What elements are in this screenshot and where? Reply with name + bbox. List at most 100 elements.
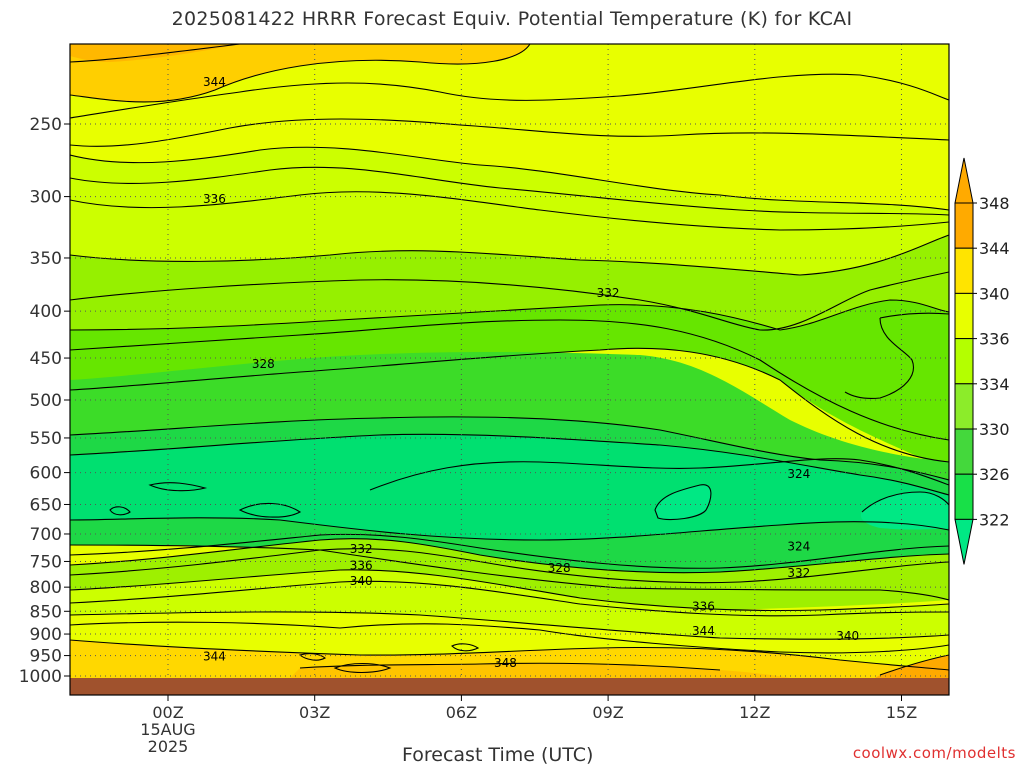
- y-tick-label: 900: [30, 625, 62, 645]
- y-tick-label: 550: [30, 429, 62, 449]
- contour-line: [861, 491, 949, 513]
- y-tick-label: 300: [30, 188, 62, 208]
- x-tick-label: 00Z: [152, 703, 183, 722]
- y-tick-label: 700: [30, 525, 62, 545]
- y-tick-label: 500: [30, 391, 62, 411]
- colorbar-segment: [954, 247, 974, 294]
- contour-label: 324: [787, 467, 810, 481]
- colorbar-segment: [954, 202, 974, 249]
- colorbar-bottom-arrow: [954, 518, 974, 565]
- x-axis-title: Forecast Time (UTC): [402, 744, 594, 766]
- colorbar-label: 348: [979, 194, 1010, 213]
- contour-line: [451, 643, 480, 652]
- axes: 250 300 350 400 450 500 550 600 650 700 750 800 850 9…: [19, 115, 917, 756]
- y-tick-label: 250: [30, 115, 62, 135]
- y-tick-label: 400: [30, 302, 62, 322]
- theta-e-bands: [70, 44, 949, 695]
- contour-line: [70, 433, 949, 496]
- colorbar-label: 330: [979, 420, 1010, 439]
- contour-line: [70, 191, 949, 231]
- contour-line: [70, 44, 241, 63]
- y-tick-label: 350: [30, 249, 62, 269]
- contour-label: 324: [787, 539, 810, 553]
- contour-line: [369, 458, 949, 491]
- contour-label: 332: [350, 542, 373, 556]
- y-tick-label: 950: [30, 647, 62, 667]
- contour-line: [148, 482, 208, 492]
- contour-line: [70, 621, 949, 654]
- colorbar-segment: [954, 383, 974, 430]
- colorbar-segment: [954, 473, 974, 520]
- colorbar-label: 322: [979, 510, 1010, 529]
- contour-label: 328: [548, 561, 571, 575]
- band-324: [70, 434, 949, 540]
- band-332-lower: [70, 538, 949, 610]
- x-tick-label: 12Z: [739, 703, 770, 722]
- contour-line: [70, 611, 949, 640]
- band-346: [70, 44, 530, 102]
- contour-line: [70, 544, 949, 601]
- contour-label: 344: [692, 624, 715, 638]
- ground-strip: [70, 678, 949, 695]
- colorbar-top-arrow: [954, 157, 974, 204]
- contour-line: [70, 271, 949, 331]
- colorbar-label: 336: [979, 330, 1010, 349]
- contour-label: 340: [350, 574, 373, 588]
- plot-frame: [69, 43, 950, 696]
- contour-label: 332: [787, 566, 810, 580]
- chart-title: 2025081422 HRRR Forecast Equiv. Potentia…: [171, 8, 853, 30]
- contour-line: [238, 502, 302, 518]
- contour-line: [844, 312, 949, 399]
- contour-label: 344: [203, 75, 226, 89]
- colorbar-segment: [954, 428, 974, 475]
- band-348-top: [70, 44, 240, 62]
- contour-line: [70, 118, 949, 147]
- contour-line: [70, 299, 949, 331]
- band-344-lower: [70, 640, 949, 678]
- contour-label: 348: [494, 656, 517, 670]
- y-tick-label: 850: [30, 602, 62, 622]
- y-tick-label: 1000: [19, 667, 62, 687]
- y-tick-label: 800: [30, 578, 62, 598]
- contour-lines: [70, 44, 949, 676]
- colorbar-segment: [954, 292, 974, 340]
- y-tick-label: 450: [30, 349, 62, 369]
- contour-line: [298, 653, 326, 661]
- band-322-b: [860, 492, 949, 530]
- band-332: [70, 235, 949, 440]
- contour-line: [70, 639, 949, 671]
- band-330: [70, 300, 949, 470]
- x-tick-label: 06Z: [446, 703, 477, 722]
- x-tick-sublabel: 2025: [148, 737, 189, 756]
- contour-label: 328: [252, 357, 275, 371]
- contour-label: 336: [692, 600, 715, 614]
- contour-line: [299, 662, 721, 671]
- band-336-lower: [70, 569, 949, 640]
- contour-label: 336: [350, 559, 373, 573]
- contour-line: [70, 347, 949, 463]
- colorbar: 322 326 330 334 336 340 344 348: [954, 157, 1010, 565]
- contour-line: [70, 538, 949, 574]
- colorbar-label: 334: [979, 375, 1010, 394]
- contour-line: [70, 146, 949, 211]
- contour-line: [70, 166, 949, 216]
- contour-line: [70, 234, 949, 276]
- contour-label: 336: [203, 192, 226, 206]
- contour-line: [70, 517, 949, 541]
- x-tick-label: 03Z: [299, 703, 330, 722]
- contour-line: [70, 44, 531, 103]
- contour-line: [70, 580, 949, 617]
- y-tick-label: 650: [30, 495, 62, 515]
- contour-line: [70, 569, 949, 612]
- credit-link[interactable]: coolwx.com/modelts: [852, 744, 1016, 762]
- contour-line: [70, 533, 949, 569]
- contour-line: [70, 73, 949, 119]
- x-tick-sublabel: 15AUG: [140, 720, 195, 739]
- y-tick-label: 600: [30, 464, 62, 484]
- colorbar-label: 340: [979, 284, 1010, 303]
- contour-line: [879, 654, 949, 676]
- contour-line: [70, 319, 949, 441]
- grid-lines: [70, 44, 949, 678]
